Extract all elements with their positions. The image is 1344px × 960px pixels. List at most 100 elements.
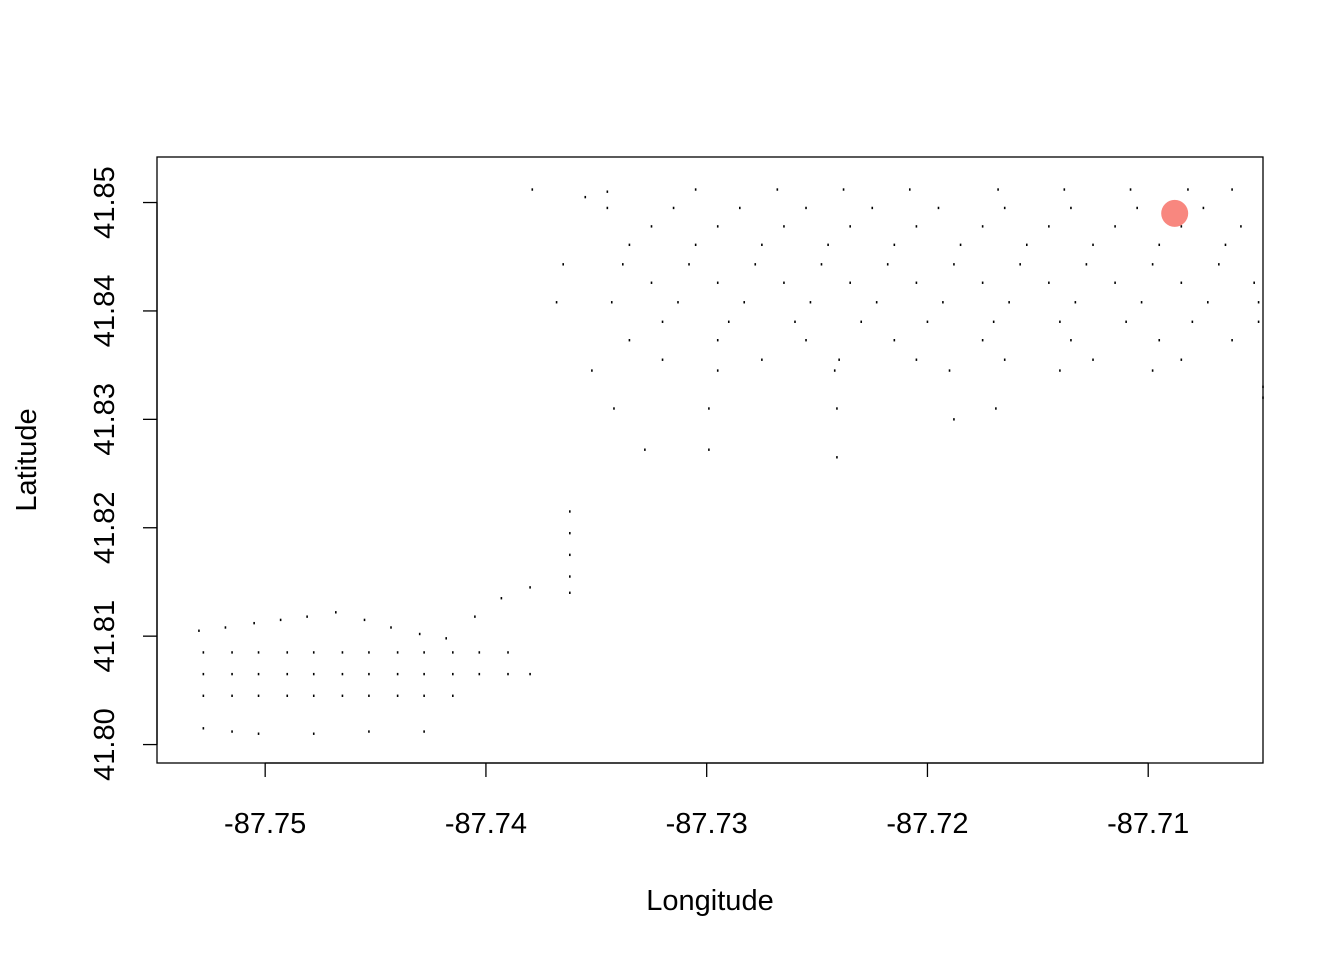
data-point xyxy=(694,188,697,191)
data-point xyxy=(833,369,836,372)
data-point xyxy=(783,225,785,228)
data-point xyxy=(677,301,679,304)
data-point xyxy=(875,301,878,304)
data-point xyxy=(708,407,710,410)
data-point xyxy=(610,301,613,304)
data-point xyxy=(335,611,337,614)
data-point xyxy=(363,618,366,622)
data-point xyxy=(842,188,845,191)
data-point xyxy=(1224,243,1227,247)
data-point xyxy=(368,651,370,654)
data-point xyxy=(959,243,962,247)
data-point xyxy=(279,618,282,622)
data-point xyxy=(948,369,951,372)
data-point xyxy=(253,621,255,625)
data-point xyxy=(531,188,534,191)
x-tick-label: -87.72 xyxy=(886,808,968,840)
data-point xyxy=(1025,243,1028,247)
y-axis-title: Latitude xyxy=(11,408,43,511)
data-point xyxy=(529,586,531,589)
data-point xyxy=(1202,206,1205,210)
data-point xyxy=(893,339,896,342)
data-point xyxy=(341,694,344,697)
data-point xyxy=(1003,358,1006,361)
data-point xyxy=(606,190,609,193)
data-point xyxy=(529,672,531,676)
data-point xyxy=(396,672,399,676)
data-point xyxy=(257,651,260,654)
data-point xyxy=(783,281,785,284)
data-point xyxy=(231,730,233,733)
data-point xyxy=(1180,358,1183,361)
data-point xyxy=(1180,281,1183,284)
data-point xyxy=(805,206,807,210)
data-point xyxy=(915,358,918,361)
data-point xyxy=(1070,206,1072,210)
data-point xyxy=(452,651,454,654)
data-point xyxy=(849,281,851,284)
data-point xyxy=(644,448,646,451)
data-point xyxy=(423,730,425,733)
data-point xyxy=(805,339,807,342)
data-point xyxy=(1257,301,1260,304)
data-point xyxy=(1048,225,1050,228)
data-point xyxy=(231,651,233,654)
data-point xyxy=(1114,281,1116,284)
data-point xyxy=(368,672,370,676)
data-point xyxy=(694,243,697,247)
data-point xyxy=(202,694,205,697)
data-point xyxy=(423,672,425,676)
data-point xyxy=(452,672,454,676)
data-point xyxy=(306,615,308,618)
data-point xyxy=(908,188,911,191)
y-tick-label: 41.85 xyxy=(89,166,121,239)
data-point xyxy=(836,456,838,459)
data-point xyxy=(820,263,823,266)
data-point xyxy=(716,369,719,372)
data-point xyxy=(871,206,874,210)
data-point xyxy=(202,727,205,730)
data-point xyxy=(368,730,370,733)
data-point xyxy=(1231,339,1233,342)
data-point xyxy=(1059,320,1061,323)
data-point xyxy=(661,358,664,361)
data-point xyxy=(761,243,763,247)
data-point xyxy=(562,263,564,266)
data-point xyxy=(198,629,200,632)
x-tick-label: -87.74 xyxy=(445,808,527,840)
data-point xyxy=(286,672,289,676)
data-point xyxy=(1253,281,1255,284)
data-point xyxy=(312,672,315,676)
data-point xyxy=(423,651,425,654)
data-point xyxy=(650,225,653,228)
x-tick-label: -87.71 xyxy=(1107,808,1189,840)
data-point xyxy=(423,694,425,697)
y-tick-label: 41.84 xyxy=(89,275,121,348)
data-point xyxy=(754,263,757,266)
data-point xyxy=(202,651,205,654)
data-point xyxy=(794,320,796,323)
data-point xyxy=(1140,301,1143,304)
y-tick-label: 41.80 xyxy=(89,708,121,781)
data-point xyxy=(341,651,344,654)
data-point xyxy=(915,281,918,284)
data-point xyxy=(761,358,763,361)
data-point xyxy=(224,626,227,629)
data-point xyxy=(937,206,940,210)
data-point xyxy=(995,407,997,410)
data-point xyxy=(893,243,896,247)
data-point xyxy=(1125,320,1127,323)
data-point xyxy=(418,632,421,636)
data-point xyxy=(1048,281,1050,284)
data-point xyxy=(981,339,984,342)
data-point xyxy=(1129,188,1132,191)
data-point xyxy=(776,188,779,191)
data-point xyxy=(1180,225,1183,228)
data-point xyxy=(569,531,571,535)
data-point xyxy=(809,301,812,304)
data-point xyxy=(555,301,558,304)
data-point xyxy=(1207,301,1209,304)
data-point xyxy=(1085,263,1088,266)
data-point xyxy=(981,225,984,228)
